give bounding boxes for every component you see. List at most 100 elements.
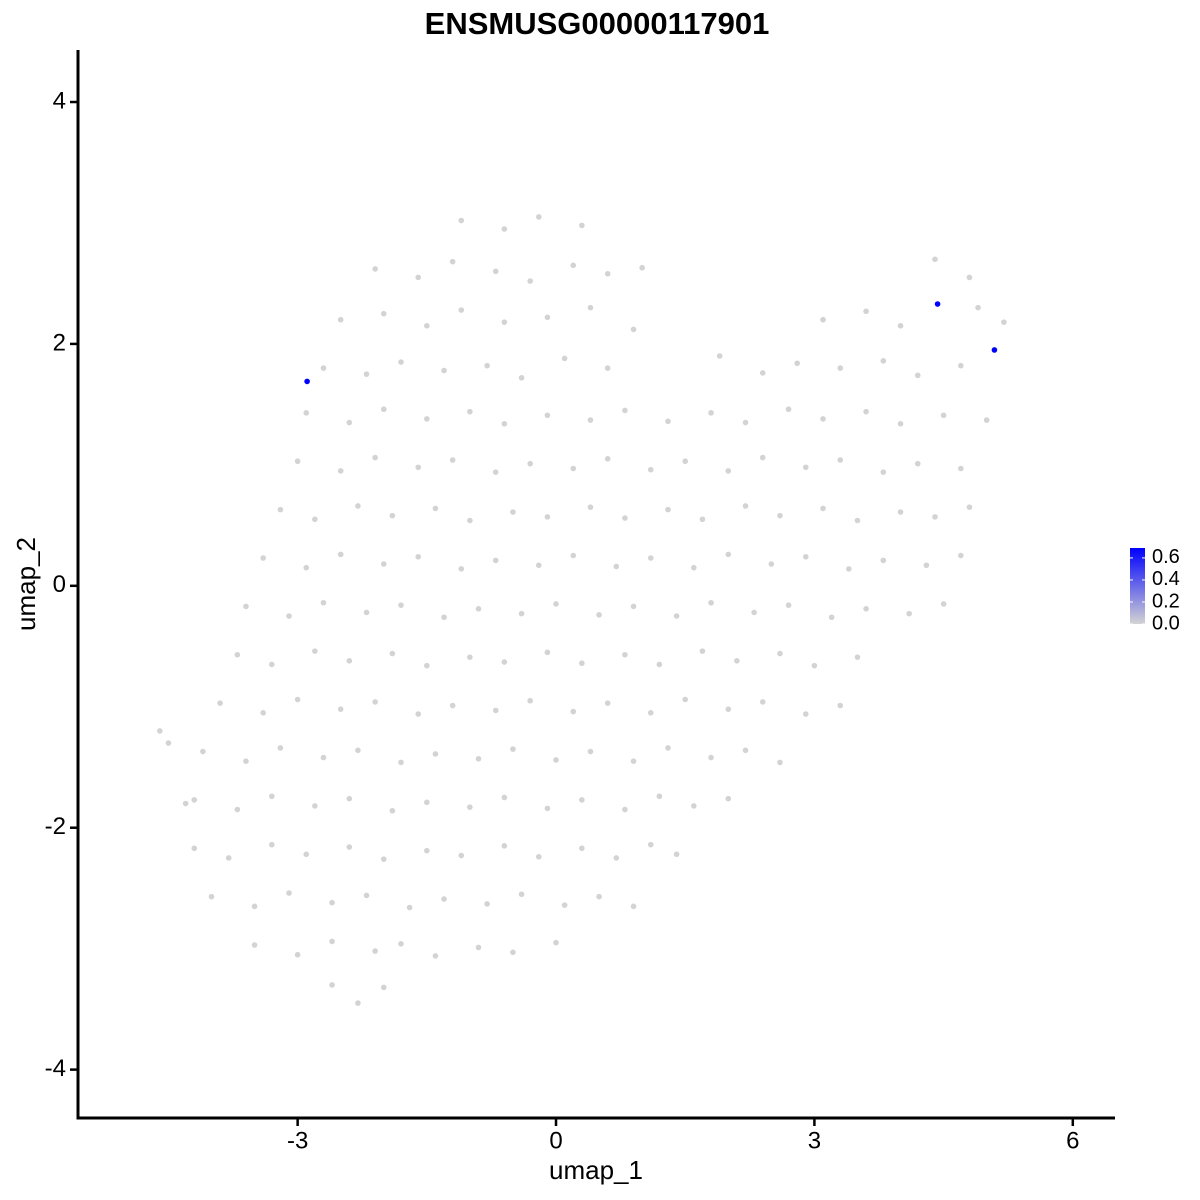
point bbox=[725, 706, 732, 712]
point bbox=[294, 696, 301, 703]
point bbox=[346, 658, 353, 664]
colorbar bbox=[1130, 548, 1145, 624]
point bbox=[734, 658, 740, 664]
point bbox=[570, 552, 577, 559]
point bbox=[587, 748, 594, 755]
point bbox=[484, 901, 490, 907]
y-tick-label: -2 bbox=[45, 813, 66, 840]
point bbox=[777, 759, 783, 766]
point bbox=[923, 562, 930, 569]
point bbox=[630, 758, 637, 764]
point bbox=[217, 700, 223, 706]
point bbox=[389, 650, 396, 657]
point bbox=[320, 365, 327, 371]
point bbox=[458, 217, 465, 224]
point bbox=[802, 711, 809, 717]
point bbox=[535, 214, 542, 220]
point bbox=[312, 648, 318, 654]
colorbar-label: 0.2 bbox=[1152, 590, 1180, 612]
point bbox=[596, 893, 602, 900]
point bbox=[596, 612, 602, 618]
point bbox=[458, 566, 465, 572]
point bbox=[914, 460, 921, 467]
point bbox=[380, 984, 387, 991]
point bbox=[501, 794, 508, 801]
point bbox=[165, 740, 172, 746]
point bbox=[398, 941, 404, 947]
point bbox=[475, 605, 482, 612]
point bbox=[630, 903, 637, 910]
point bbox=[277, 745, 284, 751]
point bbox=[639, 264, 645, 271]
point bbox=[243, 603, 249, 610]
point bbox=[958, 465, 964, 472]
point bbox=[286, 890, 292, 896]
point bbox=[647, 466, 654, 473]
point bbox=[234, 806, 241, 813]
point bbox=[424, 322, 430, 329]
point bbox=[441, 896, 447, 902]
point bbox=[742, 503, 749, 509]
point bbox=[191, 845, 198, 852]
point bbox=[458, 852, 465, 859]
point bbox=[406, 904, 413, 911]
x-tick-label: 0 bbox=[549, 1127, 562, 1154]
point bbox=[510, 509, 516, 515]
point bbox=[337, 468, 344, 474]
point bbox=[647, 710, 654, 716]
point bbox=[587, 504, 594, 510]
point bbox=[759, 454, 766, 461]
point bbox=[897, 509, 904, 515]
point bbox=[820, 416, 826, 422]
point bbox=[432, 751, 439, 757]
point bbox=[372, 454, 378, 461]
point bbox=[966, 504, 973, 510]
point bbox=[320, 754, 327, 761]
point bbox=[363, 892, 370, 899]
point bbox=[837, 365, 844, 371]
point bbox=[312, 803, 318, 809]
colorbar-label: 0.0 bbox=[1152, 612, 1180, 634]
point bbox=[647, 841, 654, 848]
point bbox=[458, 307, 465, 313]
point bbox=[200, 748, 206, 755]
point bbox=[372, 699, 378, 705]
point bbox=[380, 406, 387, 413]
point bbox=[708, 754, 714, 761]
point bbox=[337, 706, 344, 712]
point bbox=[251, 942, 258, 948]
point bbox=[699, 648, 706, 654]
point bbox=[932, 256, 938, 263]
point bbox=[312, 516, 318, 523]
point bbox=[725, 468, 732, 474]
point bbox=[622, 651, 628, 658]
point bbox=[467, 517, 473, 524]
point bbox=[716, 353, 723, 359]
point bbox=[647, 555, 654, 561]
point bbox=[785, 406, 792, 413]
point bbox=[897, 420, 904, 427]
point bbox=[424, 847, 430, 854]
point bbox=[759, 370, 766, 376]
point bbox=[424, 416, 430, 422]
point bbox=[561, 902, 568, 908]
point bbox=[518, 891, 525, 898]
point bbox=[398, 602, 404, 608]
point bbox=[622, 407, 628, 414]
point bbox=[656, 661, 663, 668]
point bbox=[467, 804, 473, 810]
point bbox=[415, 711, 422, 717]
point bbox=[294, 951, 301, 958]
colorbar-label: 0.4 bbox=[1152, 568, 1180, 590]
point bbox=[363, 609, 370, 616]
point bbox=[329, 938, 335, 945]
point bbox=[492, 469, 499, 475]
point bbox=[527, 697, 533, 704]
point bbox=[604, 456, 611, 462]
point bbox=[398, 759, 404, 766]
point bbox=[372, 266, 378, 272]
point bbox=[570, 262, 577, 269]
point bbox=[415, 464, 422, 471]
point bbox=[897, 322, 904, 329]
point bbox=[467, 408, 473, 415]
